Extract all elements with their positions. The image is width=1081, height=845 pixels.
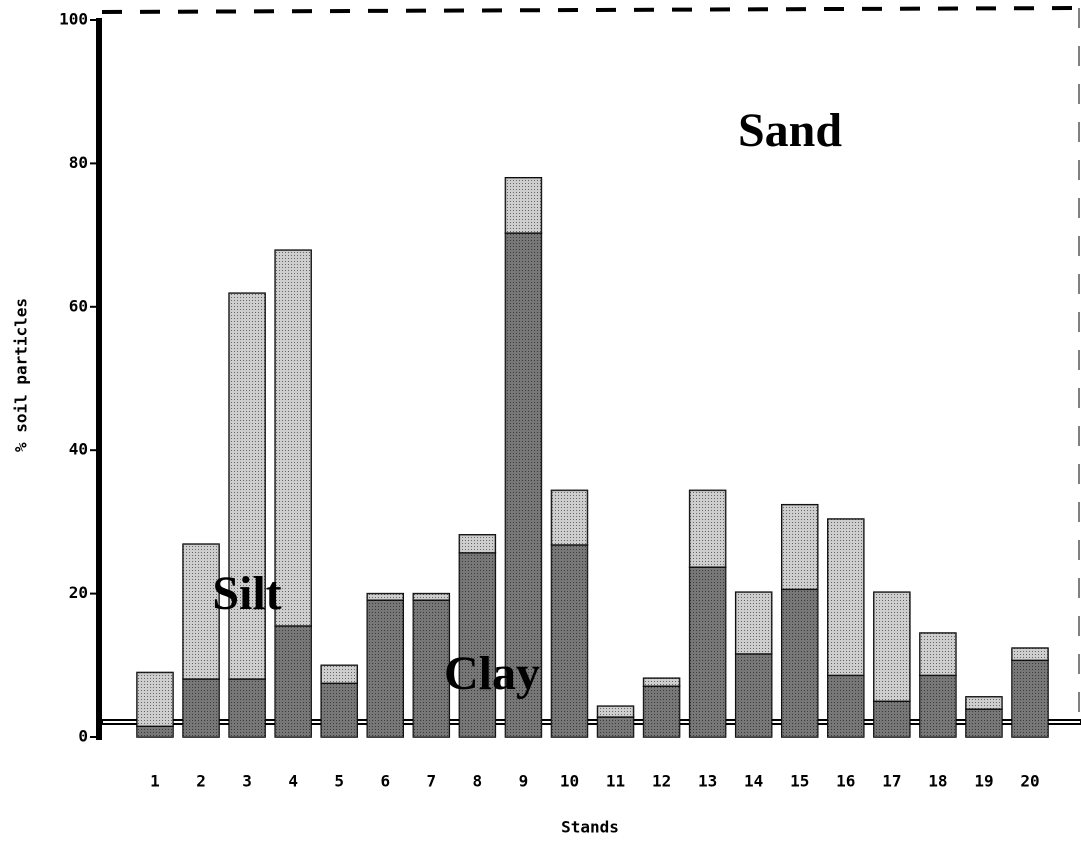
bar-texture — [827, 675, 864, 737]
bar-texture — [689, 567, 726, 737]
bar-texture — [459, 552, 496, 737]
y-tick-label: 60 — [69, 296, 88, 315]
bar-texture — [551, 544, 588, 737]
series-label: Silt — [212, 567, 281, 620]
bar-texture — [413, 600, 450, 737]
bar-texture — [1012, 660, 1048, 737]
bar-texture — [873, 701, 910, 737]
bar-texture — [367, 593, 404, 601]
series-label: Clay — [444, 647, 540, 700]
x-tick-label: 7 — [426, 772, 436, 791]
x-tick-label: 19 — [974, 772, 993, 791]
bar-texture — [1012, 648, 1048, 661]
bar-texture — [413, 593, 450, 601]
bar-texture — [183, 678, 220, 737]
bar-texture — [919, 633, 956, 676]
bar-texture — [827, 519, 864, 676]
bar-texture — [505, 232, 542, 737]
x-tick-label: 18 — [928, 772, 947, 791]
bar-texture — [505, 177, 542, 233]
x-tick-label: 4 — [288, 772, 298, 791]
bar-texture — [735, 592, 772, 654]
floor — [101, 719, 1081, 725]
bar-texture — [735, 653, 772, 737]
x-tick-label: 6 — [380, 772, 390, 791]
bar-texture — [183, 544, 220, 679]
bar-texture — [965, 709, 1002, 737]
x-tick-label: 9 — [519, 772, 529, 791]
bar-texture — [551, 490, 588, 545]
bar-texture — [643, 678, 680, 687]
bar-texture — [643, 686, 680, 737]
bar-texture — [229, 293, 266, 679]
bar-texture — [275, 250, 312, 626]
bar-texture — [965, 696, 1002, 710]
x-tick-label: 1 — [150, 772, 160, 791]
annotation: Sand — [738, 104, 842, 157]
bar-texture — [597, 706, 634, 717]
y-tick-label: 0 — [78, 727, 88, 746]
bar-texture — [137, 726, 173, 737]
x-tick-label: 10 — [560, 772, 579, 791]
y-tick-label: 20 — [69, 583, 88, 602]
y-tick-label: 40 — [69, 440, 88, 459]
y-tick-label: 80 — [69, 153, 88, 172]
bar-texture — [919, 675, 956, 737]
x-tick-label: 16 — [836, 772, 855, 791]
bar-texture — [597, 716, 634, 737]
bar-texture — [137, 672, 173, 727]
x-tick-label: 15 — [790, 772, 809, 791]
bar-texture — [781, 589, 818, 737]
bar-texture — [275, 625, 312, 737]
bar-texture — [321, 665, 358, 684]
y-tick-label: 100 — [59, 10, 88, 29]
bar-texture — [229, 678, 266, 737]
bar-texture — [781, 504, 818, 590]
bar-texture — [873, 592, 910, 702]
x-tick-label: 8 — [473, 772, 483, 791]
x-tick-label: 20 — [1020, 772, 1039, 791]
bar-texture — [367, 600, 404, 737]
x-tick-label: 3 — [242, 772, 252, 791]
x-tick-label: 11 — [606, 772, 625, 791]
y-axis-title: % soil particles — [12, 298, 31, 452]
bar-texture — [689, 490, 726, 568]
y-axis — [96, 18, 102, 740]
bar-texture — [321, 683, 358, 737]
top-border — [101, 6, 1081, 14]
x-tick-label: 2 — [196, 772, 206, 791]
bar-texture — [459, 534, 496, 553]
x-axis-title: Stands — [561, 818, 619, 837]
x-tick-label: 13 — [698, 772, 717, 791]
x-tick-label: 14 — [744, 772, 763, 791]
x-tick-label: 5 — [334, 772, 344, 791]
x-tick-label: 17 — [882, 772, 901, 791]
x-tick-label: 12 — [652, 772, 671, 791]
